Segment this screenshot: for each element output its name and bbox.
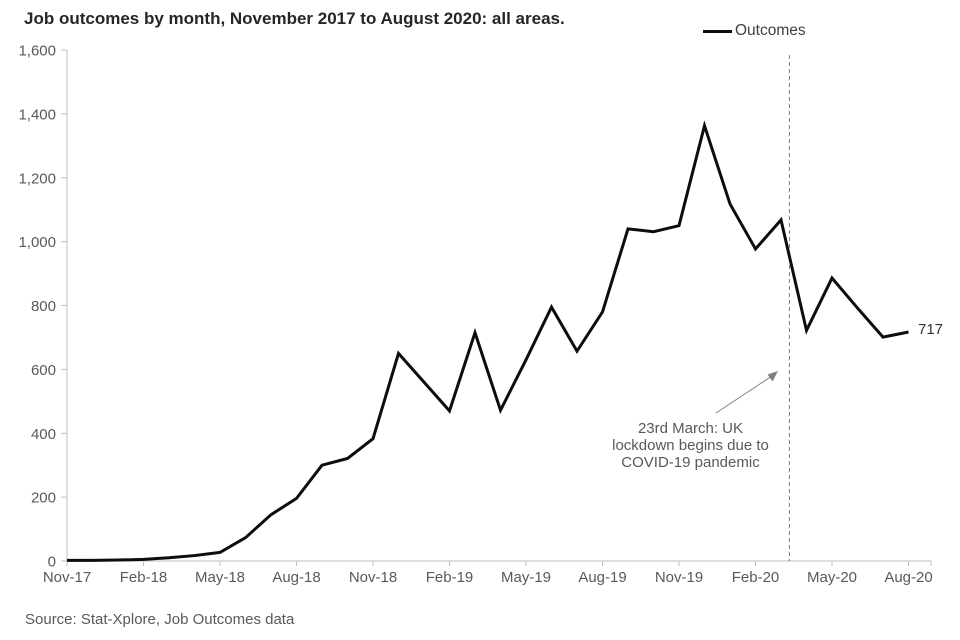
x-tick-label: Aug-20 <box>884 569 932 586</box>
lockdown-annotation: 23rd March: UK lockdown begins due to CO… <box>603 420 778 471</box>
annotation-arrowhead-icon <box>767 371 778 382</box>
y-tick-label: 200 <box>31 490 56 507</box>
x-tick-label: Nov-19 <box>655 569 703 586</box>
x-tick-label: Feb-20 <box>732 569 780 586</box>
x-tick-label: May-18 <box>195 569 245 586</box>
y-tick-label: 400 <box>31 426 56 443</box>
y-tick-label: 1,200 <box>18 170 56 187</box>
annotation-arrow <box>715 375 773 414</box>
x-tick-label: Aug-19 <box>578 569 626 586</box>
annotation-line-2: lockdown begins due to <box>612 437 769 454</box>
outcomes-line-swatch-icon <box>703 29 732 33</box>
y-tick-label: 800 <box>31 298 56 315</box>
annotation-line-1: 23rd March: UK <box>637 420 744 437</box>
source-note: Source: Stat-Xplore, Job Outcomes data <box>25 611 295 628</box>
y-tick-label: 1,000 <box>18 234 56 251</box>
x-tick-label: Aug-18 <box>272 569 320 586</box>
y-tick-label: 1,400 <box>18 106 56 123</box>
chart-title: Job outcomes by month, November 2017 to … <box>24 9 565 28</box>
last-point-value-label: 717 <box>918 321 944 338</box>
x-tick-label: May-19 <box>501 569 551 586</box>
x-tick-label: May-20 <box>807 569 857 586</box>
x-tick-label: Feb-18 <box>120 569 168 586</box>
y-tick-label: 0 <box>48 554 56 571</box>
x-tick-label: Nov-18 <box>349 569 397 586</box>
x-tick-label: Nov-17 <box>43 569 91 586</box>
x-tick-label: Feb-19 <box>426 569 474 586</box>
annotation-line-3: COVID-19 pandemic <box>621 454 760 471</box>
legend-label-outcomes: Outcomes <box>735 22 806 39</box>
y-tick-label: 1,600 <box>18 43 56 60</box>
legend: Outcomes <box>703 22 806 40</box>
y-tick-label: 600 <box>31 362 56 379</box>
outcomes-line <box>67 120 909 562</box>
